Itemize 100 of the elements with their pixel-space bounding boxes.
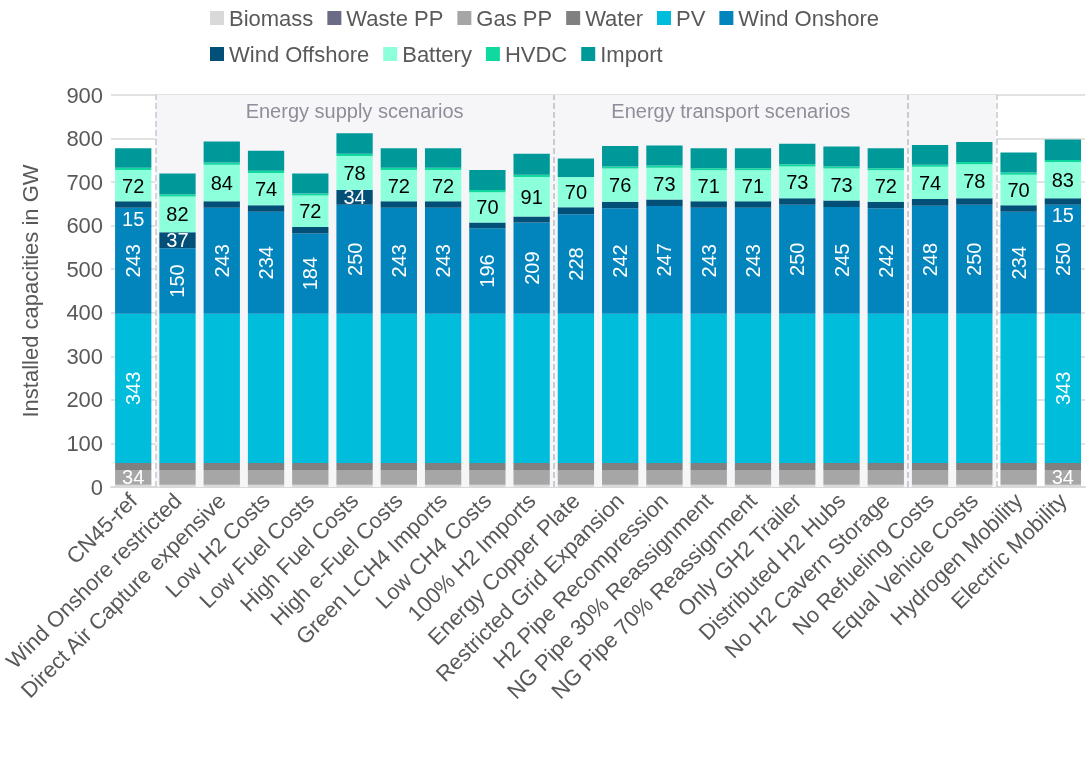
bar — [956, 313, 993, 464]
bar — [646, 145, 683, 166]
bar — [424, 207, 462, 314]
bar — [690, 470, 727, 485]
bar — [380, 313, 417, 464]
y-axis-title: Installed capacities in GW — [17, 164, 43, 418]
bar — [1000, 470, 1037, 485]
bar — [1000, 205, 1037, 212]
bar — [159, 463, 196, 471]
legend-label: HVDC — [504, 41, 568, 67]
bar — [513, 153, 550, 175]
bar — [159, 470, 196, 485]
bar — [159, 313, 196, 464]
bar — [469, 222, 506, 229]
data-label: 70 — [476, 196, 499, 219]
bar — [823, 463, 860, 471]
data-label: 15 — [122, 207, 145, 230]
bar — [469, 169, 506, 190]
data-label: 73 — [786, 171, 809, 194]
bar — [1000, 463, 1037, 471]
data-label: 250 — [343, 242, 366, 276]
bar — [956, 470, 993, 485]
data-label: 248 — [919, 242, 942, 277]
data-label: 72 — [431, 174, 455, 197]
legend-label: Biomass — [229, 5, 314, 31]
bar — [247, 463, 285, 471]
bar — [336, 204, 373, 314]
bar — [734, 470, 772, 485]
bar — [602, 166, 639, 169]
bar — [911, 313, 949, 464]
bar — [292, 233, 329, 314]
legend-label: Gas PP — [476, 5, 553, 31]
bar — [380, 201, 417, 208]
bar — [734, 168, 772, 171]
bar — [734, 463, 772, 471]
bar — [690, 207, 727, 314]
y-tick-label: 300 — [66, 343, 104, 369]
bar — [690, 463, 727, 471]
bar — [602, 470, 639, 485]
data-label: 72 — [874, 175, 897, 198]
bar — [424, 313, 462, 464]
bar — [646, 463, 683, 471]
data-label: 74 — [254, 178, 278, 201]
bar — [602, 463, 639, 471]
bar — [557, 463, 595, 471]
bar — [1000, 172, 1037, 175]
bar — [557, 158, 595, 177]
bar — [734, 313, 772, 464]
bar — [602, 313, 639, 464]
band-label: Energy supply scenarios — [245, 100, 464, 122]
bar — [115, 148, 152, 168]
bar — [646, 313, 683, 464]
bar — [779, 470, 816, 485]
bar — [513, 174, 550, 177]
bar — [1000, 313, 1037, 464]
legend-label: PV — [676, 5, 706, 31]
bar — [779, 204, 816, 314]
data-label: 150 — [166, 264, 189, 298]
data-label: 250 — [963, 242, 986, 276]
bar — [602, 201, 639, 209]
bar — [203, 162, 240, 165]
bar — [867, 148, 904, 169]
bar — [203, 201, 240, 208]
bar — [513, 222, 550, 314]
bar — [469, 192, 506, 223]
bar — [734, 207, 772, 314]
data-label: 184 — [299, 256, 322, 291]
bar — [779, 143, 816, 165]
bar — [779, 313, 816, 464]
bar — [690, 168, 727, 171]
bar — [336, 133, 373, 154]
data-label: 242 — [874, 244, 897, 278]
data-label: 234 — [1007, 246, 1030, 280]
bar — [513, 313, 550, 464]
bar — [336, 463, 373, 471]
data-label: 73 — [830, 173, 853, 196]
bar — [380, 148, 417, 168]
bar — [911, 205, 949, 314]
data-label: 84 — [210, 171, 233, 194]
bar — [336, 313, 373, 464]
data-label: 74 — [918, 171, 942, 194]
bar — [1000, 211, 1037, 314]
bar — [380, 470, 417, 485]
bar — [203, 313, 240, 464]
data-label: 245 — [830, 243, 853, 277]
bar — [115, 463, 152, 471]
bar — [690, 148, 727, 169]
data-label: 83 — [1051, 169, 1074, 192]
y-tick-label: 900 — [66, 82, 104, 108]
bar — [469, 463, 506, 471]
bar — [513, 470, 550, 485]
data-label: 243 — [432, 244, 455, 278]
bar — [247, 211, 285, 314]
bar — [557, 214, 595, 314]
legend-label: Battery — [402, 41, 472, 67]
bar — [867, 463, 904, 471]
bar — [292, 463, 329, 471]
data-label: 78 — [343, 161, 366, 184]
bar — [292, 226, 329, 234]
bar — [956, 463, 993, 471]
